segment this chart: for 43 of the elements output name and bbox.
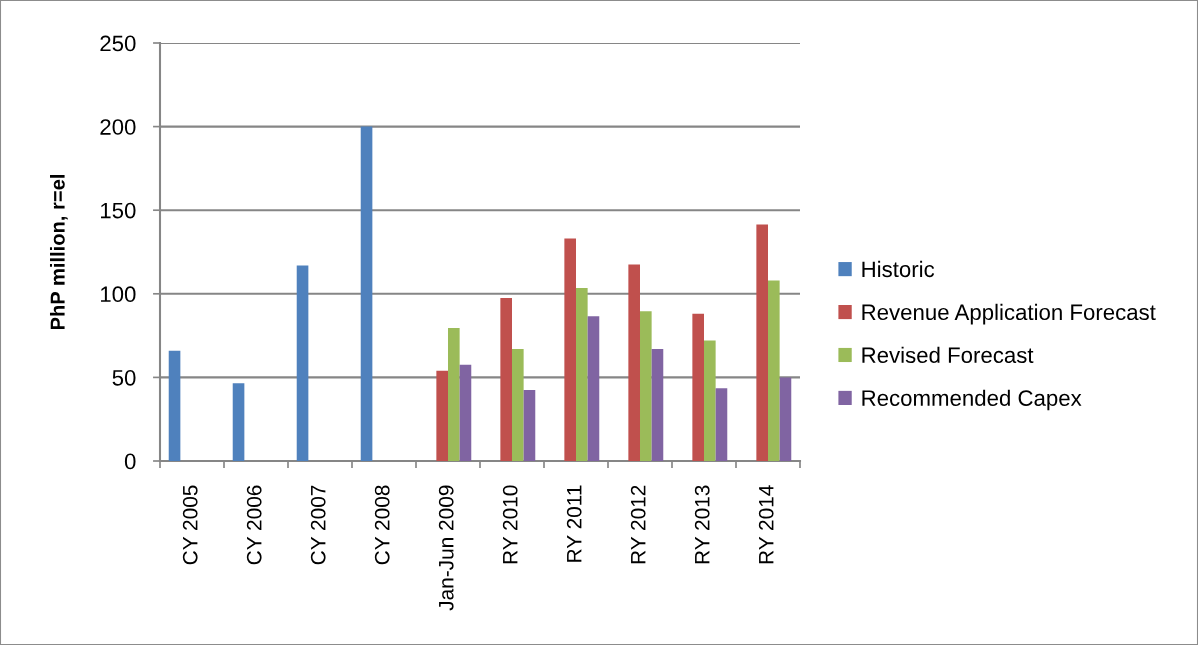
- bar: [779, 377, 792, 461]
- bar: [448, 328, 460, 461]
- x-tick-label: RY 2011: [566, 485, 582, 562]
- x-tick-label: CY 2005: [182, 485, 198, 565]
- bar: [564, 238, 576, 461]
- bar: [459, 364, 472, 461]
- bar: [715, 388, 728, 461]
- bar: [523, 389, 536, 461]
- bar: [768, 280, 780, 461]
- y-tick-label: 200: [100, 119, 136, 135]
- y-tick-label: 150: [101, 202, 136, 219]
- x-tick-label: RY 2014: [758, 485, 774, 564]
- bar: [628, 264, 640, 461]
- bar: [576, 287, 588, 461]
- y-tick-label: 100: [101, 286, 136, 303]
- bar: [587, 316, 600, 461]
- y-tick-label: 250: [100, 35, 136, 52]
- bar: [692, 313, 704, 461]
- bar: [512, 348, 524, 461]
- y-tick-label: 50: [112, 369, 136, 386]
- bar: [232, 383, 245, 461]
- bar: [296, 265, 309, 461]
- legend-label: Recommended Capex: [862, 389, 1082, 411]
- bar: [704, 340, 716, 461]
- y-tick-label: 0: [124, 453, 136, 470]
- legend-label: Revised Forecast: [862, 346, 1034, 364]
- bar: [436, 370, 448, 461]
- bar: [168, 350, 181, 461]
- x-tick-label: CY 2006: [246, 485, 262, 565]
- x-tick-label: RY 2012: [630, 485, 646, 564]
- bar: [360, 126, 373, 461]
- x-tick-label: Jan-Jun 2009: [438, 485, 454, 611]
- legend-label: Historic: [862, 260, 935, 278]
- x-tick-label: RY 2013: [694, 485, 710, 564]
- bar: [500, 297, 512, 461]
- legend-label: Revenue Application Forecast: [862, 303, 1156, 325]
- y-axis-title: PhP million, r=el: [49, 174, 68, 330]
- bar: [756, 224, 768, 461]
- x-tick-label: CY 2007: [310, 485, 326, 565]
- bar: [651, 348, 664, 461]
- x-tick-label: CY 2008: [374, 485, 390, 565]
- bar: [640, 311, 652, 461]
- x-tick-label: RY 2010: [502, 485, 518, 564]
